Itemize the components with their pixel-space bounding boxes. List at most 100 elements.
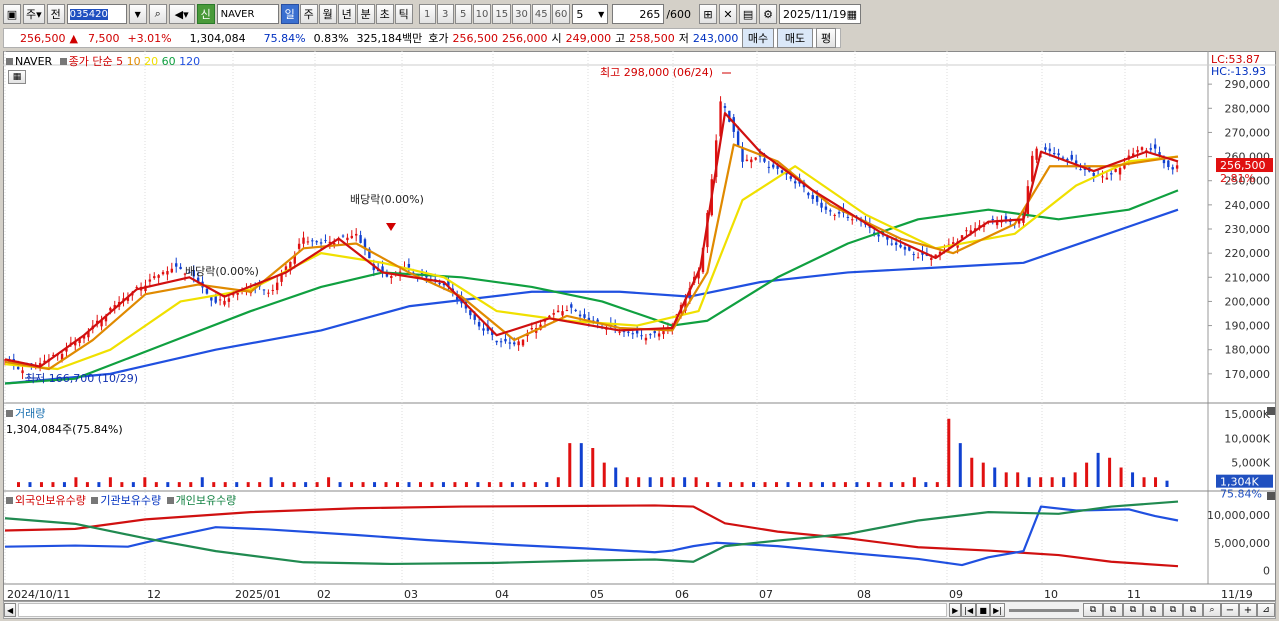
tool-icon[interactable]: ⧉: [1123, 603, 1143, 617]
volume-bar: [935, 482, 939, 487]
scroll-track[interactable]: [18, 603, 948, 617]
candle-body: [477, 322, 481, 327]
candle-body: [877, 234, 880, 237]
candle-body: [188, 271, 191, 273]
crosshair-icon[interactable]: ✕: [719, 4, 738, 24]
window-icon[interactable]: ▣: [3, 4, 21, 24]
scroll-right-icon[interactable]: ▶: [949, 603, 962, 617]
last-icon[interactable]: ▶|: [990, 603, 1005, 617]
scroll-left-icon[interactable]: ◀: [4, 603, 17, 617]
interval-button[interactable]: 3: [436, 4, 454, 24]
candle-body: [995, 221, 999, 226]
zoom-slider[interactable]: [1009, 608, 1079, 612]
volume-bar: [533, 482, 537, 487]
period-tab[interactable]: 주: [299, 4, 318, 24]
volume-bar: [350, 482, 354, 487]
volume-bar: [671, 477, 675, 487]
stock-name-field[interactable]: NAVER: [216, 4, 279, 24]
zoom-icon[interactable]: ⌕: [1203, 603, 1221, 617]
calendar-icon[interactable]: ▦: [846, 7, 858, 21]
last-rate-label: 2.81%: [1220, 172, 1255, 185]
volume-bar: [246, 482, 250, 487]
expand-icon[interactable]: ⊿: [1257, 603, 1275, 617]
code-input[interactable]: 035420: [66, 4, 127, 24]
candle-body: [934, 254, 937, 258]
candle-body: [921, 251, 924, 255]
volume-bar: [200, 477, 204, 487]
period-tab[interactable]: 월: [318, 4, 337, 24]
candle-body: [65, 348, 68, 352]
interval-button[interactable]: 60: [551, 4, 571, 24]
prev-button[interactable]: 전: [46, 4, 65, 24]
kind-select[interactable]: 주 ▾: [23, 4, 45, 24]
gear-icon[interactable]: ⚙: [759, 4, 778, 24]
volume-bar: [775, 482, 779, 487]
volume-bar: [51, 482, 55, 487]
candle-body: [1044, 147, 1047, 150]
interval-button[interactable]: 15: [492, 4, 512, 24]
volume-tick-label: 5,000K: [1231, 457, 1270, 470]
y-tick-label: 200,000: [1225, 295, 1271, 308]
interval-button[interactable]: 45: [531, 4, 551, 24]
first-icon[interactable]: |◀: [961, 603, 977, 617]
kind-label: 주: [26, 8, 37, 21]
period-tab[interactable]: 년: [337, 4, 356, 24]
plus-icon[interactable]: +: [1239, 603, 1257, 617]
tool-icon[interactable]: ⧉: [1163, 603, 1183, 617]
candle-body: [153, 276, 156, 279]
interval-button[interactable]: 30: [512, 4, 531, 24]
sell-button[interactable]: 매도: [777, 28, 813, 48]
chart-svg[interactable]: 290,000280,000270,000260,000250,000240,0…: [3, 51, 1276, 601]
interval-select[interactable]: 5 ▼: [572, 4, 609, 24]
tool-icon[interactable]: ⧉: [1143, 603, 1163, 617]
lc-label: LC:53.87: [1211, 53, 1261, 66]
date-field[interactable]: 2025/11/19 ▦: [779, 4, 862, 24]
quote-ratio: 75.84%: [263, 31, 306, 45]
candle-body: [469, 310, 472, 316]
tool-icon[interactable]: ⧉: [1083, 603, 1103, 617]
grid-icon[interactable]: ⊞: [699, 4, 718, 24]
candle-body: [930, 257, 933, 260]
holding-s2: 기관보유수량: [100, 494, 162, 507]
code-dropdown-button[interactable]: ▼: [128, 4, 147, 24]
count-field[interactable]: 265: [612, 4, 665, 24]
volume-bar: [901, 482, 905, 487]
volume-bar: [843, 482, 847, 487]
candle-body: [776, 165, 779, 169]
period-tab[interactable]: 초: [375, 4, 394, 24]
period-tab[interactable]: 일: [280, 4, 299, 24]
stock-name: NAVER: [220, 8, 255, 20]
period-tab[interactable]: 틱: [394, 4, 413, 24]
tool-icon[interactable]: ⧉: [1183, 603, 1203, 617]
candle-body: [815, 195, 819, 202]
candle-body: [1048, 148, 1052, 152]
eval-button[interactable]: 평: [816, 28, 836, 48]
buy-button[interactable]: 매수: [742, 28, 774, 48]
period-tab[interactable]: 분: [356, 4, 375, 24]
candle-body: [236, 292, 239, 295]
candle-body: [205, 288, 209, 294]
candle-body: [262, 289, 266, 291]
minus-icon[interactable]: −: [1221, 603, 1239, 617]
volume-bar: [683, 477, 687, 487]
indicator-icon[interactable]: ▦: [8, 70, 26, 84]
new-badge[interactable]: 신: [196, 4, 215, 24]
candle-body: [1114, 169, 1117, 172]
interval-button[interactable]: 10: [472, 4, 492, 24]
speaker-icon[interactable]: ◀▾: [168, 4, 195, 24]
save-icon[interactable]: ▤: [739, 4, 758, 24]
candle-body: [1092, 172, 1095, 176]
tool-icon[interactable]: ⧉: [1103, 603, 1123, 617]
stop-icon[interactable]: ■: [976, 603, 991, 617]
search-icon[interactable]: ⌕: [148, 4, 167, 24]
candle-body: [210, 297, 213, 301]
volume-bar: [637, 477, 641, 487]
volume-bar: [752, 482, 756, 487]
interval-button[interactable]: 1: [418, 4, 436, 24]
y-tick-label: 250,000: [1225, 175, 1271, 188]
candle-body: [644, 337, 648, 341]
candle-body: [113, 305, 116, 309]
interval-button[interactable]: 5: [454, 4, 472, 24]
ma-period-label: 10: [123, 55, 141, 68]
volume-bar: [820, 482, 824, 487]
